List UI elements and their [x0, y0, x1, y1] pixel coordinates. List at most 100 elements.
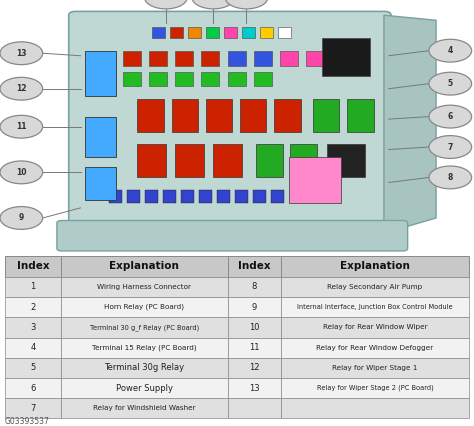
FancyBboxPatch shape: [57, 221, 408, 251]
Bar: [281, 378, 469, 398]
Circle shape: [429, 39, 472, 62]
Circle shape: [225, 0, 268, 9]
Circle shape: [429, 105, 472, 128]
Bar: [281, 277, 469, 297]
Text: Relay for Wiper Stage 1: Relay for Wiper Stage 1: [332, 365, 418, 371]
Bar: [213, 144, 242, 177]
Bar: [281, 297, 469, 317]
Text: 8: 8: [252, 282, 257, 291]
Text: 7: 7: [30, 404, 36, 413]
Bar: [61, 256, 228, 277]
Bar: [271, 190, 284, 203]
Bar: [280, 51, 298, 66]
Text: Relay for Rear Window Wiper: Relay for Rear Window Wiper: [323, 325, 428, 331]
Text: Index: Index: [238, 261, 271, 271]
Circle shape: [0, 161, 43, 184]
Bar: [61, 358, 228, 378]
Text: 10: 10: [16, 168, 27, 177]
Text: G03393537: G03393537: [5, 417, 50, 426]
Bar: [61, 398, 228, 418]
Circle shape: [0, 77, 43, 100]
Bar: [163, 190, 176, 203]
Text: 10: 10: [249, 323, 259, 332]
Bar: [123, 72, 141, 86]
Text: Relay for Rear Window Defogger: Relay for Rear Window Defogger: [317, 345, 434, 351]
Bar: [5, 398, 61, 418]
Bar: [306, 51, 324, 66]
Bar: [228, 297, 281, 317]
Bar: [224, 26, 237, 38]
Bar: [149, 51, 167, 66]
Bar: [228, 378, 281, 398]
Bar: [260, 26, 273, 38]
Text: 4: 4: [30, 343, 36, 352]
Bar: [206, 26, 219, 38]
Bar: [278, 26, 291, 38]
Bar: [5, 378, 61, 398]
Bar: [281, 337, 469, 358]
Text: 11: 11: [16, 122, 27, 131]
Text: 6: 6: [30, 384, 36, 393]
Bar: [109, 190, 122, 203]
Text: 12: 12: [16, 84, 27, 93]
Bar: [172, 99, 198, 132]
Bar: [5, 297, 61, 317]
Bar: [289, 157, 341, 203]
Bar: [181, 190, 194, 203]
Circle shape: [0, 42, 43, 65]
Bar: [228, 358, 281, 378]
Bar: [170, 26, 183, 38]
Circle shape: [192, 0, 235, 9]
Bar: [188, 26, 201, 38]
Text: 1: 1: [30, 282, 36, 291]
Text: 5: 5: [30, 363, 36, 372]
Text: Terminal 30 g_f Relay (PC Board): Terminal 30 g_f Relay (PC Board): [90, 324, 199, 331]
Bar: [85, 51, 116, 96]
Bar: [327, 144, 365, 177]
Text: Power Supply: Power Supply: [116, 384, 173, 393]
Bar: [253, 190, 266, 203]
FancyBboxPatch shape: [69, 12, 391, 242]
Bar: [5, 337, 61, 358]
Bar: [256, 144, 283, 177]
Text: 2: 2: [210, 0, 216, 2]
Bar: [175, 51, 193, 66]
Circle shape: [429, 72, 472, 95]
Text: Index: Index: [17, 261, 49, 271]
Text: Terminal 15 Relay (PC Board): Terminal 15 Relay (PC Board): [92, 344, 197, 351]
Bar: [228, 337, 281, 358]
Text: 4: 4: [447, 46, 453, 55]
Bar: [254, 51, 272, 66]
Bar: [152, 26, 165, 38]
Bar: [206, 99, 232, 132]
Circle shape: [429, 166, 472, 189]
Bar: [281, 317, 469, 337]
Bar: [281, 358, 469, 378]
Bar: [199, 190, 212, 203]
Bar: [85, 167, 116, 200]
Bar: [137, 99, 164, 132]
Text: 1: 1: [163, 0, 169, 2]
Bar: [175, 144, 204, 177]
Bar: [5, 358, 61, 378]
Bar: [5, 317, 61, 337]
Bar: [149, 72, 167, 86]
Bar: [228, 51, 246, 66]
Text: 13: 13: [16, 49, 27, 58]
Text: Relay for Wiper Stage 2 (PC Board): Relay for Wiper Stage 2 (PC Board): [317, 385, 434, 391]
Bar: [254, 72, 272, 86]
Text: 6: 6: [447, 112, 453, 121]
Bar: [235, 190, 248, 203]
Bar: [228, 277, 281, 297]
Bar: [281, 256, 469, 277]
Bar: [127, 190, 140, 203]
Text: Terminal 30g Relay: Terminal 30g Relay: [104, 363, 184, 372]
Bar: [61, 337, 228, 358]
Circle shape: [0, 115, 43, 138]
Circle shape: [429, 135, 472, 158]
Text: 9: 9: [18, 213, 24, 222]
Bar: [240, 99, 266, 132]
Bar: [228, 256, 281, 277]
Text: 8: 8: [447, 173, 453, 182]
Bar: [123, 51, 141, 66]
